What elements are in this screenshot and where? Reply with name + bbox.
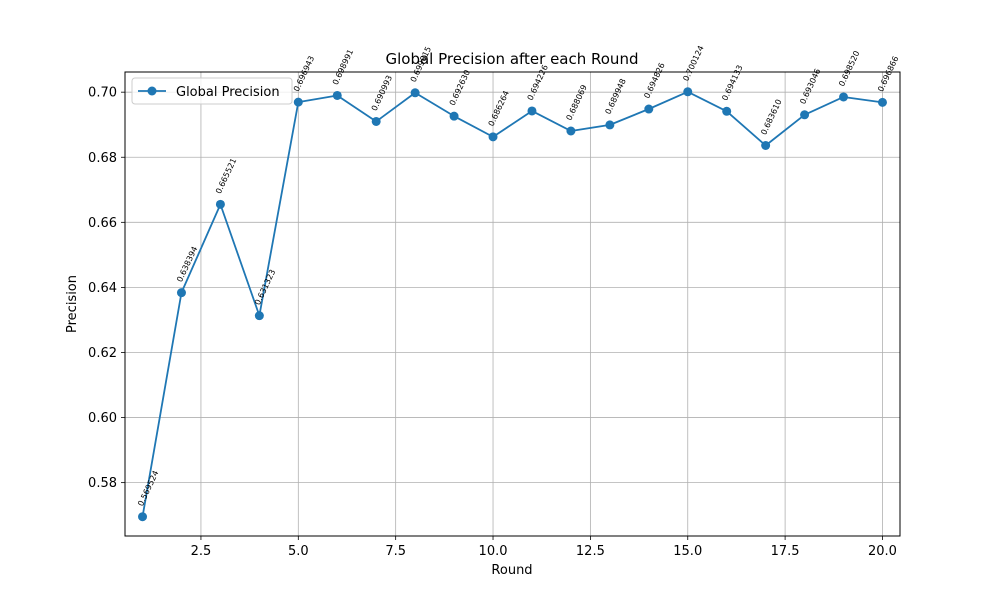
- data-point: [644, 104, 654, 114]
- data-point: [877, 97, 887, 107]
- data-point: [176, 288, 186, 298]
- data-point: [254, 311, 264, 321]
- data-point: [722, 106, 732, 116]
- x-axis: 2.5 5.0 7.5 10.0 12.5 15.0 17.5 20.0: [191, 536, 897, 559]
- data-point: [293, 97, 303, 107]
- y-axis-label: Precision: [65, 275, 80, 333]
- data-point: [527, 106, 537, 116]
- x-tick-label: 7.5: [385, 544, 406, 559]
- x-tick-label: 2.5: [191, 544, 212, 559]
- grid: [125, 72, 900, 536]
- y-tick-label: 0.62: [88, 346, 117, 361]
- data-point: [761, 141, 771, 151]
- legend-entry-label: Global Precision: [176, 85, 280, 100]
- legend-marker: [147, 86, 157, 96]
- x-tick-label: 17.5: [771, 544, 800, 559]
- y-tick-label: 0.68: [88, 151, 117, 166]
- y-tick-label: 0.64: [88, 281, 117, 296]
- data-point: [449, 111, 459, 121]
- y-tick-label: 0.60: [88, 411, 117, 426]
- data-point: [410, 88, 420, 98]
- data-point: [215, 199, 225, 209]
- data-point: [566, 126, 576, 136]
- data-point: [488, 132, 498, 142]
- x-axis-label: Round: [491, 563, 532, 578]
- data-point: [605, 120, 615, 130]
- x-tick-label: 20.0: [868, 544, 897, 559]
- y-tick-label: 0.66: [88, 216, 117, 231]
- data-point: [371, 116, 381, 126]
- y-axis: 0.58 0.60 0.62 0.64 0.66 0.68 0.70: [88, 86, 125, 491]
- data-point: [683, 87, 693, 97]
- series-line: [141, 90, 883, 517]
- x-tick-label: 10.0: [479, 544, 508, 559]
- y-tick-label: 0.70: [88, 86, 117, 101]
- legend-box: [131, 77, 293, 105]
- data-point: [800, 110, 810, 120]
- data-point: [138, 512, 148, 522]
- legend: Global Precision: [131, 77, 293, 105]
- data-point: [839, 92, 849, 102]
- x-tick-label: 12.5: [576, 544, 605, 559]
- x-tick-label: 15.0: [673, 544, 702, 559]
- y-tick-label: 0.58: [88, 476, 117, 491]
- plot-frame: [124, 71, 901, 537]
- x-tick-label: 5.0: [288, 544, 309, 559]
- chart-title: Global Precision after each Round: [386, 50, 639, 68]
- data-point: [332, 90, 342, 100]
